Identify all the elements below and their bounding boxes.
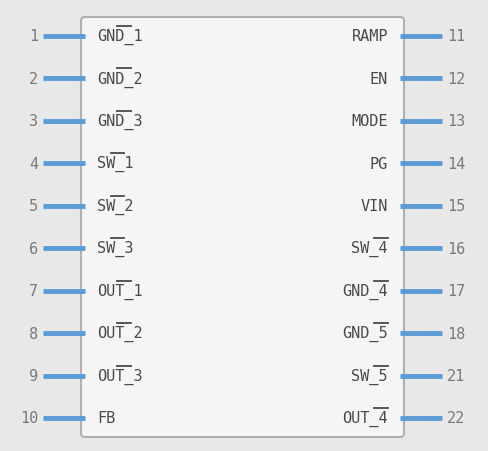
Text: OUT_3: OUT_3: [97, 368, 142, 384]
Text: OUT_4: OUT_4: [343, 410, 388, 426]
Text: GND_1: GND_1: [97, 29, 142, 45]
Text: 18: 18: [447, 326, 465, 341]
Text: 4: 4: [29, 156, 38, 171]
Text: 13: 13: [447, 114, 465, 129]
Text: 5: 5: [29, 199, 38, 214]
Text: 9: 9: [29, 368, 38, 383]
Text: 2: 2: [29, 72, 38, 87]
Text: GND_5: GND_5: [343, 325, 388, 341]
Text: 21: 21: [447, 368, 465, 383]
Text: 16: 16: [447, 241, 465, 256]
Text: 10: 10: [20, 410, 38, 426]
Text: 14: 14: [447, 156, 465, 171]
Text: 6: 6: [29, 241, 38, 256]
Text: 15: 15: [447, 199, 465, 214]
Text: GND_4: GND_4: [343, 283, 388, 299]
Text: 17: 17: [447, 284, 465, 299]
FancyBboxPatch shape: [81, 18, 404, 437]
Text: 1: 1: [29, 29, 38, 44]
Text: 3: 3: [29, 114, 38, 129]
Text: RAMP: RAMP: [351, 29, 388, 44]
Text: 7: 7: [29, 284, 38, 299]
Text: SW_2: SW_2: [97, 198, 134, 214]
Text: OUT_2: OUT_2: [97, 325, 142, 341]
Text: 8: 8: [29, 326, 38, 341]
Text: PG: PG: [370, 156, 388, 171]
Text: SW_1: SW_1: [97, 156, 134, 172]
Text: VIN: VIN: [361, 199, 388, 214]
Text: GND_3: GND_3: [97, 114, 142, 130]
Text: 11: 11: [447, 29, 465, 44]
Text: OUT_1: OUT_1: [97, 283, 142, 299]
Text: SW_4: SW_4: [351, 240, 388, 257]
Text: SW_5: SW_5: [351, 368, 388, 384]
Text: 12: 12: [447, 72, 465, 87]
Text: EN: EN: [370, 72, 388, 87]
Text: FB: FB: [97, 410, 115, 426]
Text: MODE: MODE: [351, 114, 388, 129]
Text: SW_3: SW_3: [97, 240, 134, 257]
Text: GND_2: GND_2: [97, 71, 142, 87]
Text: 22: 22: [447, 410, 465, 426]
